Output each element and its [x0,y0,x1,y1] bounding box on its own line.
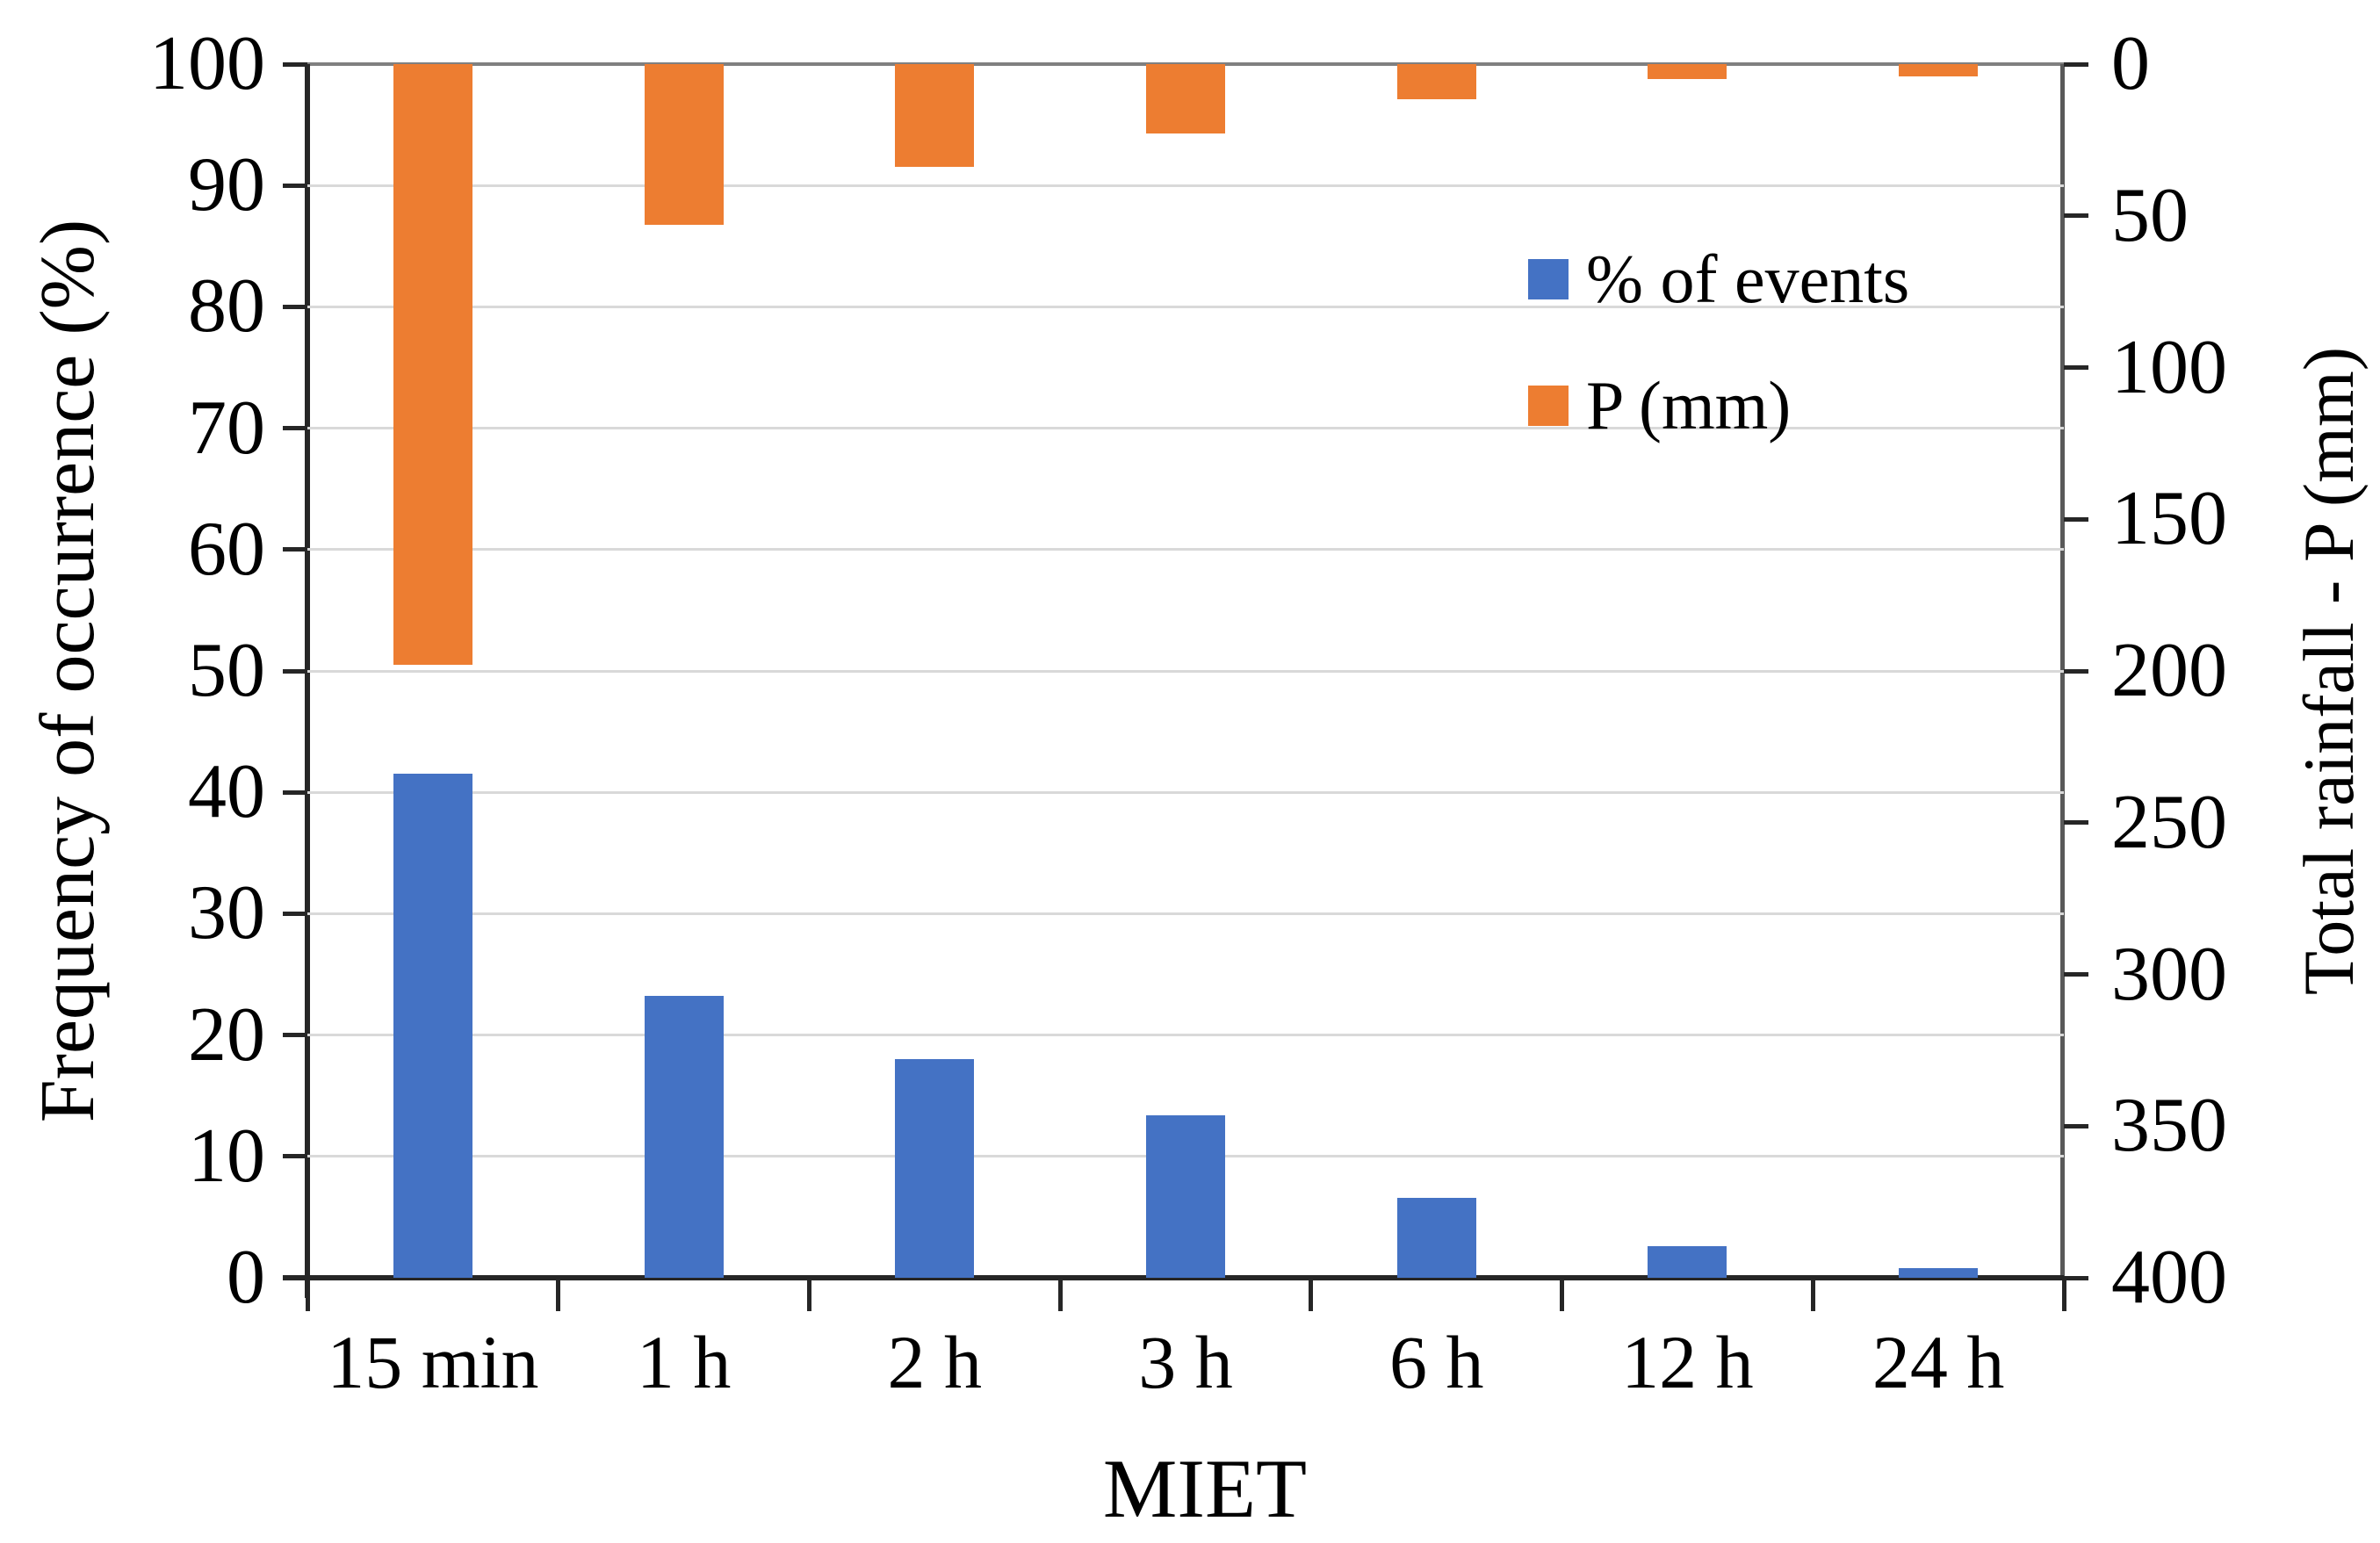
right-axis-tick-label: 350 [2111,1083,2227,1169]
x-axis-tick [1309,1278,1314,1311]
x-axis-tick [1810,1278,1815,1311]
right-axis-tick [2064,1275,2088,1280]
gridline [307,184,2064,187]
x-axis-title: MIET [1102,1442,1308,1535]
legend-item-p-mm: P (mm) [1528,365,1909,446]
right-axis-tick-label: 400 [2111,1235,2227,1320]
x-axis-category-label-1-h: 1 h [636,1320,732,1404]
bar-of-events-3-h [1146,1114,1225,1278]
x-axis-category-label-3-h: 3 h [1138,1320,1233,1404]
right-axis-tick-label: 200 [2111,628,2227,713]
legend-label-p-mm: P (mm) [1586,367,1792,443]
left-axis-tick [283,426,307,431]
left-axis-tick-label: 40 [188,749,265,835]
x-axis-tick [2061,1278,2066,1311]
left-axis-tick [283,61,307,67]
x-axis-category-label-6-h: 6 h [1388,1320,1484,1404]
left-axis-tick-label: 30 [188,870,265,956]
x-axis-tick [1560,1278,1565,1311]
right-axis-tick-label: 300 [2111,931,2227,1017]
left-axis-tick-label: 80 [188,263,265,350]
gridline [307,912,2064,915]
gridline [307,305,2064,308]
right-axis-tick [2064,1123,2088,1128]
gridline [307,790,2064,794]
x-axis-tick [806,1278,811,1311]
bar-p-mm-6-h [1396,64,1476,99]
left-axis-tick [283,911,307,916]
right-axis-tick-label: 150 [2111,476,2227,562]
right-axis-tick [2064,213,2088,219]
left-axis-tick-label: 60 [188,506,265,592]
bar-p-mm-1-h [644,64,724,226]
left-axis-tick-label: 90 [188,142,265,228]
gridline [307,548,2064,552]
right-axis-tick [2064,61,2088,67]
left-axis-tick [283,1275,307,1280]
left-axis-tick [283,1154,307,1159]
bar-of-events-6-h [1396,1197,1476,1278]
bar-p-mm-24-h [1899,64,1979,76]
left-axis-tick-label: 20 [188,991,265,1078]
x-axis-category-label-12-h: 12 h [1621,1320,1754,1404]
x-axis-tick [305,1278,310,1311]
left-axis-title: Frequency of occurrence (%) [25,219,111,1123]
left-axis-tick-label: 70 [188,385,265,471]
x-axis-line [283,1275,2064,1280]
right-axis-tick [2064,516,2088,522]
left-axis-tick [283,183,307,188]
right-axis-tick-label: 100 [2111,324,2227,410]
bar-p-mm-3-h [1146,64,1225,134]
legend-swatch-p-mm [1528,386,1569,426]
right-axis-tick [2064,820,2088,826]
left-axis-tick [283,304,307,309]
right-axis-tick [2064,365,2088,370]
y-axis-line-left [305,64,310,1298]
x-axis-category-label-2-h: 2 h [887,1320,983,1404]
left-axis-tick [283,547,307,552]
left-axis-tick-label: 50 [188,628,265,713]
left-axis-tick-label: 0 [227,1235,265,1320]
left-axis-tick-label: 100 [149,21,265,106]
gridline [307,669,2064,673]
bar-p-mm-15-min [393,64,472,666]
right-axis-tick-label: 250 [2111,779,2227,865]
left-axis-tick [283,668,307,674]
x-axis-category-label-15-min: 15 min [327,1320,539,1404]
right-axis-tick [2064,972,2088,977]
bar-of-events-12-h [1648,1246,1727,1278]
right-axis-tick [2064,668,2088,674]
x-axis-category-label-24-h: 24 h [1872,1320,2005,1404]
gridline [307,427,2064,430]
right-axis-tick-label: 50 [2111,172,2189,258]
legend-swatch-pct-events [1528,259,1569,299]
legend-label-pct-events: % of events [1586,241,1910,317]
bar-of-events-24-h [1899,1267,1979,1278]
left-axis-tick [283,790,307,795]
x-axis-tick [1057,1278,1063,1311]
right-axis-tick-label: 0 [2111,21,2150,106]
bar-p-mm-2-h [895,64,975,168]
x-axis-tick [556,1278,561,1311]
right-axis-title: Total rainfall - P (mm) [2289,346,2369,996]
legend-item-pct-events: % of events [1528,239,1909,320]
bar-of-events-15-min [393,774,472,1278]
bar-p-mm-12-h [1648,64,1727,80]
gridline [307,1034,2064,1037]
left-axis-tick [283,1033,307,1038]
left-axis-tick-label: 10 [188,1113,265,1199]
legend: % of events P (mm) [1528,239,1909,492]
bar-of-events-1-h [644,996,724,1278]
bar-of-events-2-h [895,1059,975,1278]
